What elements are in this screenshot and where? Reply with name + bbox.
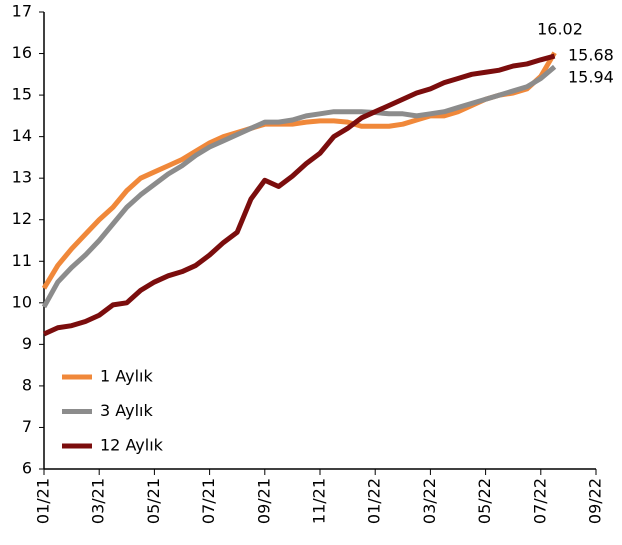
y-tick-label: 6 [22, 459, 32, 478]
y-tick-label: 15 [12, 85, 32, 104]
y-tick-label: 7 [22, 417, 32, 436]
value-label: 15.94 [568, 68, 614, 87]
y-tick-label: 12 [12, 209, 32, 228]
x-tick-label: 05/21 [144, 478, 163, 524]
y-tick-label: 10 [12, 292, 32, 311]
value-label: 15.68 [568, 46, 614, 65]
x-tick-label: 03/22 [420, 478, 439, 524]
value-label: 16.02 [537, 20, 583, 39]
x-tick-label: 09/21 [254, 478, 273, 524]
x-tick-label: 05/22 [475, 478, 494, 524]
x-tick-label: 01/21 [34, 478, 53, 524]
legend-label: 3 Aylık [100, 401, 153, 420]
series-line [41, 64, 557, 309]
x-tick-label: 11/21 [310, 478, 329, 524]
y-tick-label: 13 [12, 168, 32, 187]
x-tick-label: 07/21 [199, 478, 218, 524]
y-tick-label: 9 [22, 334, 32, 353]
x-tick-label: 03/21 [89, 478, 108, 524]
x-tick-label: 01/22 [365, 478, 384, 524]
y-tick-label: 16 [12, 43, 32, 62]
x-tick-label: 07/22 [530, 478, 549, 524]
y-tick-label: 14 [12, 126, 32, 145]
y-tick-label: 8 [22, 375, 32, 394]
y-tick-label: 17 [12, 2, 32, 21]
legend-label: 12 Aylık [100, 436, 164, 455]
legend-label: 1 Aylık [100, 367, 153, 386]
y-tick-label: 11 [12, 251, 32, 270]
x-tick-label: 09/22 [586, 478, 605, 524]
series-line [42, 53, 556, 337]
